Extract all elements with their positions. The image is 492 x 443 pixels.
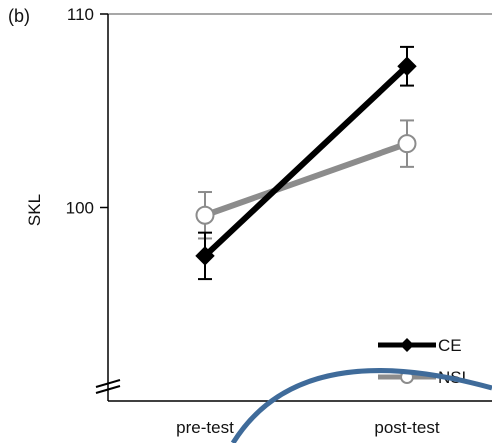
x-tick-label: pre-test xyxy=(176,418,234,437)
series-line xyxy=(203,140,409,219)
data-point-diamond xyxy=(195,246,215,266)
legend-item-ce: CE xyxy=(378,336,462,355)
data-point-circle xyxy=(397,134,417,154)
series-line xyxy=(202,64,410,259)
overlay-arc xyxy=(230,368,492,443)
y-tick-label: 100 xyxy=(66,199,94,218)
series-layer xyxy=(195,45,417,281)
panel-label: (b) xyxy=(8,6,30,26)
legend-label: CE xyxy=(438,336,462,355)
x-ticks: pre-test post-test xyxy=(176,418,440,437)
legend-marker-diamond xyxy=(400,338,414,352)
y-axis-label: SKL xyxy=(25,194,44,226)
data-point-circle xyxy=(195,205,215,225)
series-nsl xyxy=(195,119,417,240)
series-ce xyxy=(195,45,417,281)
data-point-diamond xyxy=(397,56,417,76)
x-tick-label: post-test xyxy=(374,418,439,437)
y-tick-label: 110 xyxy=(67,5,94,24)
y-ticks: 100 110 xyxy=(66,5,108,218)
axis-break-icon xyxy=(95,379,121,394)
